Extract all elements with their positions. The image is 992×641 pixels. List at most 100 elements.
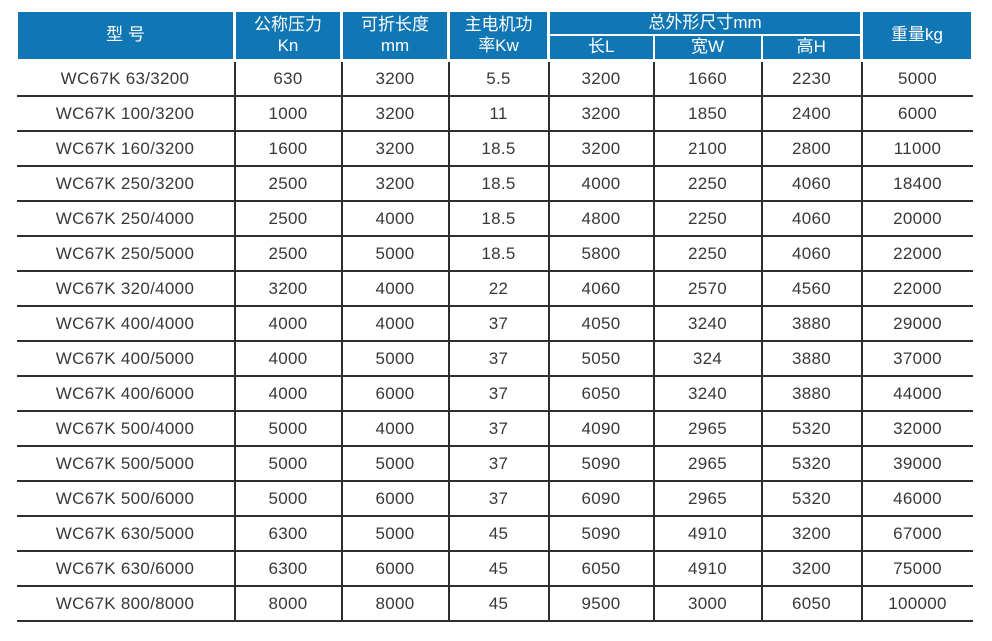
cell-fold-length-mm: 4000 xyxy=(340,200,450,237)
cell-model: WC67K 250/5000 xyxy=(16,235,236,272)
table-row: WC67K 630/5000 6300 5000 45 5090 4910 3200 6700… xyxy=(16,515,973,552)
cell-weight-kg: 29000 xyxy=(860,305,973,342)
cell-motor-power-kw: 18.5 xyxy=(447,130,550,167)
cell-fold-length-mm: 8000 xyxy=(340,585,450,622)
cell-motor-power-kw: 18.5 xyxy=(447,200,550,237)
cell-model: WC67K 630/5000 xyxy=(16,515,236,552)
cell-length-l: 6090 xyxy=(547,480,655,517)
cell-weight-kg: 75000 xyxy=(860,550,973,587)
table-row: WC67K 500/5000 5000 5000 37 5090 2965 5320 3900… xyxy=(16,445,973,482)
cell-pressure-kn: 5000 xyxy=(233,480,343,517)
cell-height-h: 2400 xyxy=(760,95,863,132)
cell-pressure-kn: 4000 xyxy=(233,340,343,377)
cell-weight-kg: 20000 xyxy=(860,200,973,237)
cell-model: WC67K 250/3200 xyxy=(16,165,236,202)
cell-weight-kg: 5000 xyxy=(860,59,973,97)
cell-model: WC67K 500/5000 xyxy=(16,445,236,482)
header-row-sub: 长L 宽W 高H xyxy=(17,34,973,62)
cell-height-h: 4060 xyxy=(760,200,863,237)
cell-weight-kg: 22000 xyxy=(860,235,973,272)
col-header-fold-length: 可折长度 mm xyxy=(340,9,450,62)
col-header-height-h: 高H xyxy=(760,34,864,62)
cell-weight-kg: 46000 xyxy=(860,480,973,517)
cell-weight-kg: 18400 xyxy=(860,165,973,202)
cell-pressure-kn: 1600 xyxy=(233,130,343,167)
col-header-model-label: 型 号 xyxy=(106,25,145,45)
cell-width-w: 2250 xyxy=(652,165,763,202)
cell-weight-kg: 44000 xyxy=(860,375,973,412)
cell-fold-length-mm: 6000 xyxy=(340,375,450,412)
cell-motor-power-kw: 22 xyxy=(447,270,550,307)
col-header-width-w: 宽W xyxy=(652,34,763,62)
cell-motor-power-kw: 37 xyxy=(447,340,550,377)
cell-width-w: 4910 xyxy=(652,515,763,552)
cell-motor-power-kw: 11 xyxy=(447,95,550,132)
cell-height-h: 5320 xyxy=(760,480,863,517)
cell-pressure-kn: 2500 xyxy=(233,200,343,237)
cell-fold-length-mm: 3200 xyxy=(340,59,450,97)
cell-pressure-kn: 6300 xyxy=(233,550,343,587)
cell-weight-kg: 22000 xyxy=(860,270,973,307)
cell-model: WC67K 320/4000 xyxy=(16,270,236,307)
cell-weight-kg: 11000 xyxy=(860,130,973,167)
cell-model: WC67K 800/8000 xyxy=(16,585,236,622)
table-row: WC67K 800/8000 8000 8000 45 9500 3000 6050 1000… xyxy=(16,585,973,622)
col-header-pressure-line1: 公称压力 xyxy=(254,15,322,35)
cell-length-l: 4050 xyxy=(547,305,655,342)
cell-fold-length-mm: 5000 xyxy=(340,515,450,552)
cell-height-h: 3200 xyxy=(760,515,863,552)
table-body: WC67K 63/3200 630 3200 5.5 3200 1660 2230 5000 W… xyxy=(16,59,973,622)
cell-model: WC67K 500/4000 xyxy=(16,410,236,447)
cell-model: WC67K 400/6000 xyxy=(16,375,236,412)
cell-height-h: 3200 xyxy=(760,550,863,587)
cell-length-l: 6050 xyxy=(547,550,655,587)
cell-length-l: 4090 xyxy=(547,410,655,447)
cell-motor-power-kw: 37 xyxy=(447,305,550,342)
cell-height-h: 2800 xyxy=(760,130,863,167)
table-row: WC67K 100/3200 1000 3200 11 3200 1850 2400 6000 xyxy=(16,95,973,132)
cell-length-l: 4060 xyxy=(547,270,655,307)
cell-width-w: 1850 xyxy=(652,95,763,132)
cell-height-h: 3880 xyxy=(760,375,863,412)
table-row: WC67K 400/4000 4000 4000 37 4050 3240 3880 2900… xyxy=(16,305,973,342)
table-row: WC67K 250/5000 2500 5000 18.5 5800 2250 4060 22… xyxy=(16,235,973,272)
cell-length-l: 4800 xyxy=(547,200,655,237)
cell-height-h: 4560 xyxy=(760,270,863,307)
cell-model: WC67K 100/3200 xyxy=(16,95,236,132)
cell-motor-power-kw: 37 xyxy=(447,445,550,482)
table-row: WC67K 160/3200 1600 3200 18.5 3200 2100 2800 11… xyxy=(16,130,973,167)
table-row: WC67K 250/3200 2500 3200 18.5 4000 2250 4060 18… xyxy=(16,165,973,202)
cell-width-w: 2570 xyxy=(652,270,763,307)
cell-model: WC67K 160/3200 xyxy=(16,130,236,167)
cell-length-l: 3200 xyxy=(547,95,655,132)
cell-fold-length-mm: 6000 xyxy=(340,550,450,587)
cell-height-h: 3880 xyxy=(760,305,863,342)
cell-width-w: 324 xyxy=(652,340,763,377)
cell-model: WC67K 630/6000 xyxy=(16,550,236,587)
cell-pressure-kn: 4000 xyxy=(233,305,343,342)
table-row: WC67K 320/4000 3200 4000 22 4060 2570 4560 2200… xyxy=(16,270,973,307)
cell-width-w: 1660 xyxy=(652,59,763,97)
cell-model: WC67K 250/4000 xyxy=(16,200,236,237)
table-row: WC67K 500/4000 5000 4000 37 4090 2965 5320 3200… xyxy=(16,410,973,447)
page: 型 号 公称压力 Kn 可折长度 mm 主电机功 率Kw 总外形尺寸mm 重量k… xyxy=(15,9,975,622)
table-row: WC67K 500/6000 5000 6000 37 6090 2965 5320 4600… xyxy=(16,480,973,517)
col-header-weight-label: 重量kg xyxy=(891,25,944,45)
cell-weight-kg: 39000 xyxy=(860,445,973,482)
col-header-motor-power-line2: 率Kw xyxy=(478,35,519,55)
cell-motor-power-kw: 18.5 xyxy=(447,235,550,272)
cell-motor-power-kw: 37 xyxy=(447,375,550,412)
cell-fold-length-mm: 3200 xyxy=(340,95,450,132)
cell-width-w: 2100 xyxy=(652,130,763,167)
cell-fold-length-mm: 4000 xyxy=(340,270,450,307)
cell-height-h: 2230 xyxy=(760,59,863,97)
col-header-length-l: 长L xyxy=(547,34,655,62)
col-header-motor-power-line1: 主电机功 xyxy=(464,15,533,35)
table-row: WC67K 630/6000 6300 6000 45 6050 4910 3200 7500… xyxy=(16,550,973,587)
cell-model: WC67K 400/4000 xyxy=(16,305,236,342)
col-header-dimensions-group: 总外形尺寸mm xyxy=(546,9,864,36)
cell-length-l: 3200 xyxy=(547,130,655,167)
cell-fold-length-mm: 6000 xyxy=(340,480,450,517)
col-header-motor-power: 主电机功 率Kw xyxy=(447,9,550,62)
cell-pressure-kn: 8000 xyxy=(233,585,343,622)
